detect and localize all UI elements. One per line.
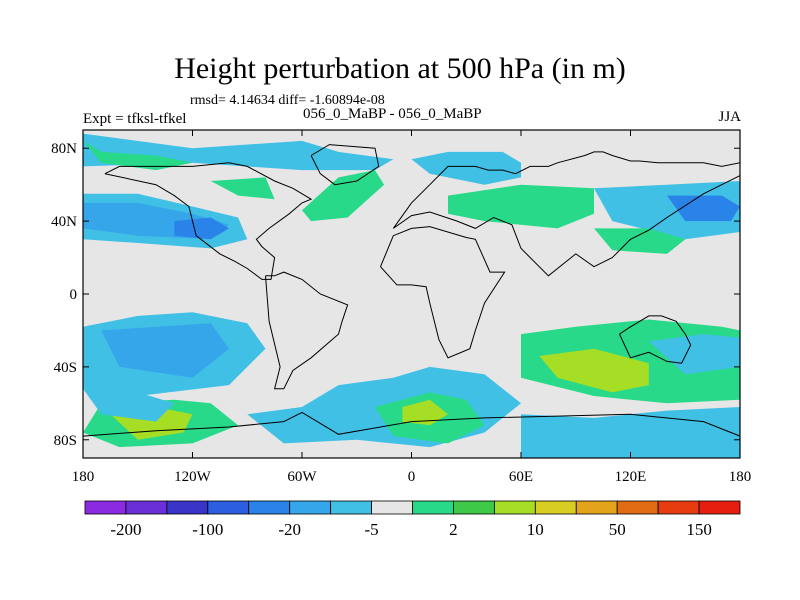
contour-nh-green-pacific-west [210,177,275,200]
coastline-africa [380,226,506,359]
contour-nh-deep-blue-east-asia [667,195,740,222]
experiment-label: Expt = tfksl-tfkel [83,111,187,127]
contour-nh-blue-europe [411,151,521,185]
colorbar-swatch [248,500,291,515]
colorbar-swatch [453,500,495,515]
contour-layer [83,133,740,458]
contour-nh-green-pacific-north [83,140,193,171]
contour-nh-green-asia [448,184,594,229]
plot-title: Height perturbation at 500 hPa (in m) [174,52,626,85]
colorbar-swatch [207,500,250,515]
colorbar-label: -20 [278,520,301,539]
colorbar-swatch [575,500,618,515]
contour-nh-green-atlantic [302,170,385,222]
coastline-eurasia [392,151,740,277]
lat-tick-label: 40N [51,214,77,230]
colorbar-label: 50 [609,520,626,539]
colorbar-swatch [698,500,741,515]
colorbar: -200 -100 -20 -5 2 10 50 150 [84,500,741,539]
contour-sh-yellow-indian [539,348,649,393]
lon-tick-label: 60W [287,469,317,485]
contour-nh-core-blue-pacific [174,217,229,240]
colorbar-label: 150 [686,520,712,539]
contour-nh-blue-east-asia [594,181,740,240]
coastline-greenland [310,144,380,186]
colorbar-swatch [371,500,413,515]
coastline-north-america [104,162,313,280]
colorbar-swatch [166,500,209,515]
coastline-australia [619,315,692,364]
lon-tick-label: 120W [174,469,212,485]
colorbar-label: 10 [527,520,544,539]
contour-sh-blue-pacific-south [83,388,175,422]
colorbar-swatch [289,500,332,515]
colorbar-label: -5 [365,520,379,539]
contour-nh-green-mid-east [594,228,686,254]
colorbar-swatch [330,500,372,515]
axis-ticks: 80N 40N 0 40S 80S 180 120W 60W 0 60E 120E 180 [51,130,751,485]
contour-sh-yellow-south-atlantic [402,399,448,426]
lon-tick-label: 60E [509,469,533,485]
coastline-layer [83,144,740,437]
colorbar-swatch [616,500,659,515]
coastline-south-america [265,271,349,390]
lat-tick-label: 80N [51,141,77,157]
lat-tick-label: 0 [70,287,78,303]
colorbar-swatch [84,500,127,515]
contour-sh-deep-blue-pacific [101,323,229,378]
colorbar-swatch [125,500,168,515]
colorbar-swatch [657,500,700,515]
lat-tick-label: 40S [54,360,77,376]
lon-tick-label: 0 [408,469,416,485]
colorbar-label: -100 [192,520,223,539]
lat-tick-label: 80S [54,433,77,449]
colorbar-label: 2 [449,520,458,539]
lon-tick-label: 120E [615,469,647,485]
coastline-antarctica [83,411,740,437]
lon-tick-label: 180 [729,469,752,485]
stats-text: rmsd= 4.14634 diff= -1.60894e-08 [190,93,385,108]
contour-sh-blue-east-pacific [648,334,740,375]
colorbar-swatch [534,500,577,515]
season-label: JJA [718,109,741,125]
lon-tick-label: 180 [72,469,95,485]
subtitle-label: 056_0_MaBP - 056_0_MaBP [303,106,482,122]
colorbar-swatch [412,500,454,515]
colorbar-label: -200 [110,520,141,539]
colorbar-swatch [493,500,536,515]
